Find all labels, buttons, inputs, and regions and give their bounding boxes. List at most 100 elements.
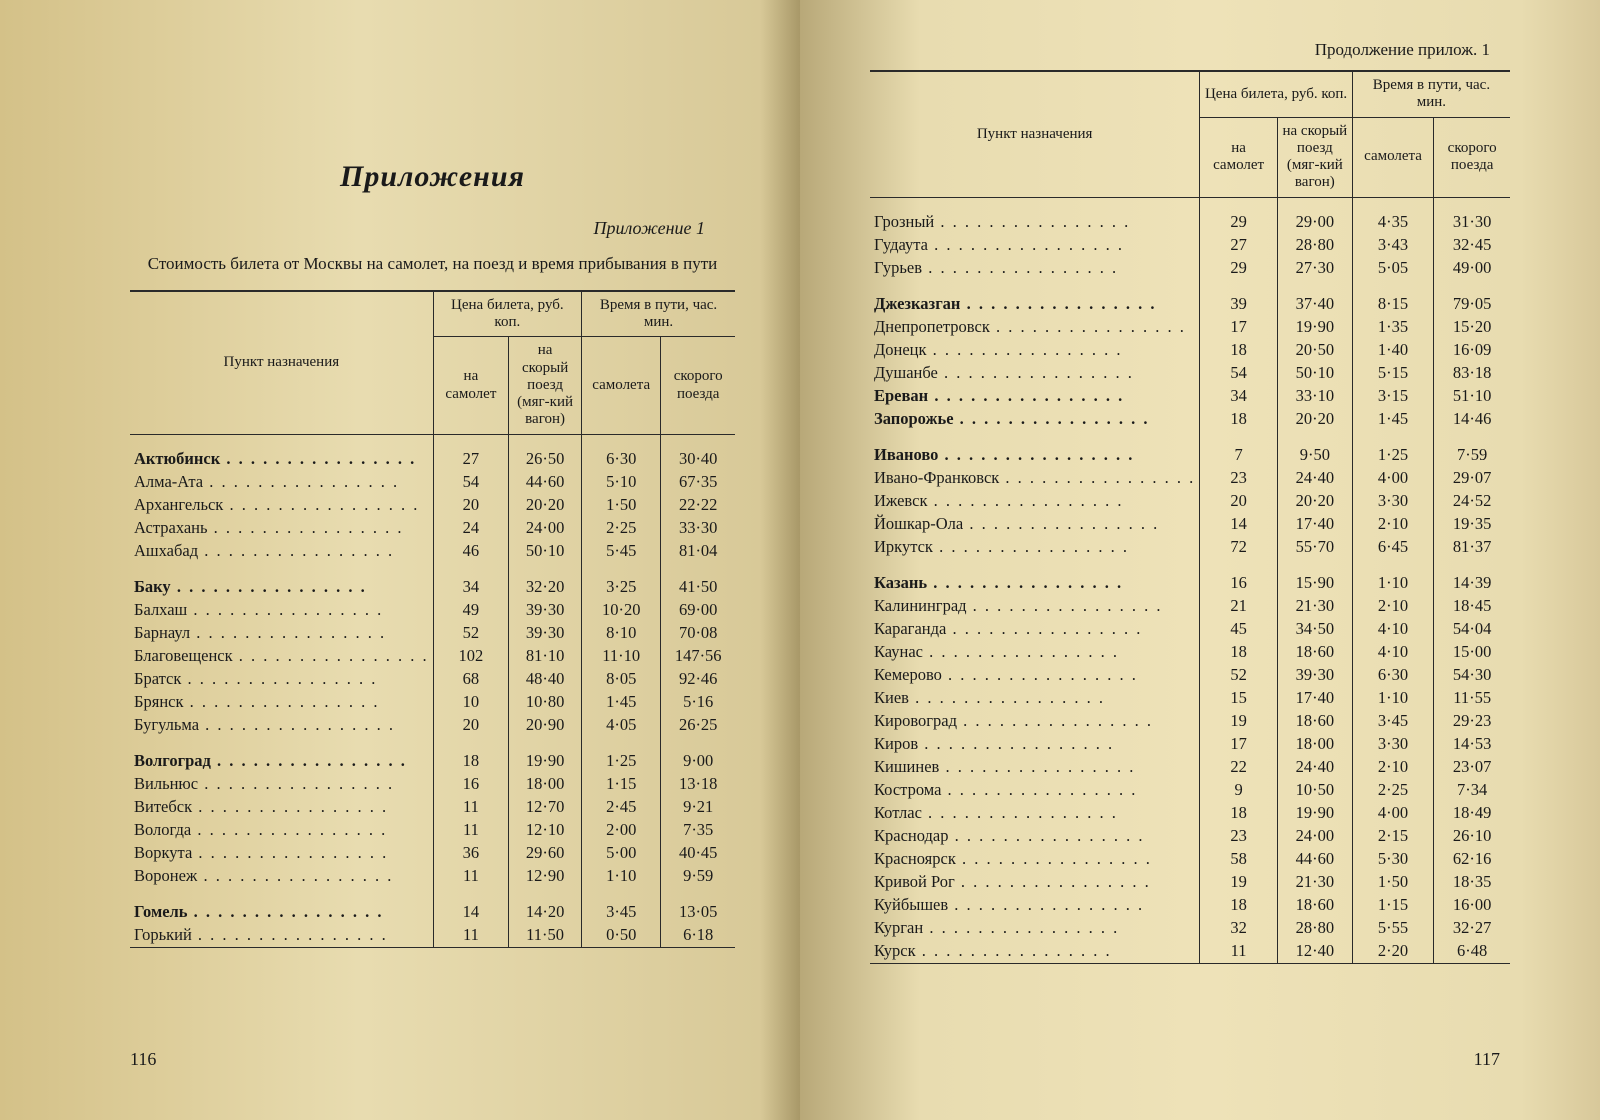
value-cell: 4·35: [1352, 211, 1433, 234]
value-cell: 21·30: [1277, 595, 1352, 618]
value-cell: 27·30: [1277, 257, 1352, 280]
value-cell: 1·40: [1352, 339, 1433, 362]
value-cell: 6·48: [1434, 940, 1510, 964]
value-cell: 33·10: [1277, 385, 1352, 408]
table-row: Кировоград1918·603·4529·23: [870, 710, 1510, 733]
destination-cell: Гомель: [130, 901, 433, 924]
value-cell: 9: [1200, 779, 1278, 802]
col-time-plane: самолета: [582, 337, 661, 434]
value-cell: 18·35: [1434, 871, 1510, 894]
value-cell: 24·40: [1277, 756, 1352, 779]
table-row: Горький1111·500·506·18: [130, 924, 735, 948]
value-cell: 3·43: [1352, 234, 1433, 257]
table-row: Ивано-Франковск2324·404·0029·07: [870, 467, 1510, 490]
value-cell: 72: [1200, 536, 1278, 559]
value-cell: 68: [433, 668, 509, 691]
table-row: Каунас1818·604·1015·00: [870, 641, 1510, 664]
value-cell: 52: [433, 622, 509, 645]
value-cell: 2·45: [582, 796, 661, 819]
table-caption: Стоимость билета от Москвы на самолет, н…: [130, 253, 735, 276]
value-cell: 3·30: [1352, 490, 1433, 513]
value-cell: 6·30: [582, 448, 661, 471]
value-cell: 5·15: [1352, 362, 1433, 385]
destination-cell: Ереван: [870, 385, 1200, 408]
fare-table-right: Пункт назначения Цена билета, руб. коп. …: [870, 70, 1510, 964]
value-cell: 45: [1200, 618, 1278, 641]
value-cell: 3·15: [1352, 385, 1433, 408]
value-cell: 44·60: [509, 471, 582, 494]
table-row: Красноярск5844·605·3062·16: [870, 848, 1510, 871]
value-cell: 1·10: [582, 865, 661, 888]
value-cell: 22: [1200, 756, 1278, 779]
value-cell: 1·50: [1352, 871, 1433, 894]
book-page-right: Продолжение прилож. 1 Пункт назначения Ц…: [800, 0, 1600, 1120]
table-row: Актюбинск2726·506·3030·40: [130, 448, 735, 471]
value-cell: 11·55: [1434, 687, 1510, 710]
value-cell: 20: [433, 494, 509, 517]
value-cell: 44·60: [1277, 848, 1352, 871]
table-row: Душанбе5450·105·1583·18: [870, 362, 1510, 385]
value-cell: 4·00: [1352, 802, 1433, 825]
value-cell: 1·10: [1352, 572, 1433, 595]
value-cell: 5·55: [1352, 917, 1433, 940]
value-cell: 15·00: [1434, 641, 1510, 664]
table-row: Курск1112·402·206·48: [870, 940, 1510, 964]
destination-cell: Кострома: [870, 779, 1200, 802]
destination-cell: Курган: [870, 917, 1200, 940]
value-cell: 49·00: [1434, 257, 1510, 280]
value-cell: 14: [1200, 513, 1278, 536]
value-cell: 26·25: [661, 714, 735, 737]
table-row: Гудаута2728·803·4332·45: [870, 234, 1510, 257]
value-cell: 39·30: [509, 599, 582, 622]
value-cell: 20: [1200, 490, 1278, 513]
table-row: Благовещенск10281·1011·10147·56: [130, 645, 735, 668]
table-row: Донецк1820·501·4016·09: [870, 339, 1510, 362]
table-row: Казань1615·901·1014·39: [870, 572, 1510, 595]
table-row: Кривой Рог1921·301·5018·35: [870, 871, 1510, 894]
table-row: Бугульма2020·904·0526·25: [130, 714, 735, 737]
table-row: Ереван3433·103·1551·10: [870, 385, 1510, 408]
value-cell: 18·45: [1434, 595, 1510, 618]
destination-cell: Днепропетровск: [870, 316, 1200, 339]
value-cell: 2·10: [1352, 595, 1433, 618]
page-number-left: 116: [130, 1049, 156, 1070]
value-cell: 81·10: [509, 645, 582, 668]
destination-cell: Витебск: [130, 796, 433, 819]
value-cell: 12·10: [509, 819, 582, 842]
table-row: Калининград2121·302·1018·45: [870, 595, 1510, 618]
value-cell: 3·25: [582, 576, 661, 599]
value-cell: 92·46: [661, 668, 735, 691]
appendix-main-title: Приложения: [130, 160, 735, 194]
value-cell: 27: [433, 448, 509, 471]
value-cell: 17: [1200, 733, 1278, 756]
destination-cell: Йошкар-Ола: [870, 513, 1200, 536]
col-time-group: Время в пути, час. мин.: [1352, 71, 1510, 117]
destination-cell: Актюбинск: [130, 448, 433, 471]
value-cell: 16·00: [1434, 894, 1510, 917]
value-cell: 5·45: [582, 540, 661, 563]
destination-cell: Волгоград: [130, 750, 433, 773]
value-cell: 19·90: [1277, 316, 1352, 339]
destination-cell: Гурьев: [870, 257, 1200, 280]
value-cell: 18: [1200, 408, 1278, 431]
value-cell: 79·05: [1434, 293, 1510, 316]
value-cell: 10: [433, 691, 509, 714]
table-row: Караганда4534·504·1054·04: [870, 618, 1510, 641]
value-cell: 14·46: [1434, 408, 1510, 431]
value-cell: 27: [1200, 234, 1278, 257]
value-cell: 28·80: [1277, 234, 1352, 257]
value-cell: 51·10: [1434, 385, 1510, 408]
value-cell: 5·30: [1352, 848, 1433, 871]
destination-cell: Вологда: [130, 819, 433, 842]
value-cell: 8·05: [582, 668, 661, 691]
value-cell: 34: [1200, 385, 1278, 408]
value-cell: 17·40: [1277, 687, 1352, 710]
col-price-group: Цена билета, руб. коп.: [433, 291, 581, 337]
destination-cell: Балхаш: [130, 599, 433, 622]
value-cell: 19·90: [1277, 802, 1352, 825]
value-cell: 5·16: [661, 691, 735, 714]
destination-cell: Алма-Ата: [130, 471, 433, 494]
value-cell: 19·90: [509, 750, 582, 773]
table-row: Ижевск2020·203·3024·52: [870, 490, 1510, 513]
col-price-train: на скорый поезд (мяг-кий вагон): [1277, 117, 1352, 197]
